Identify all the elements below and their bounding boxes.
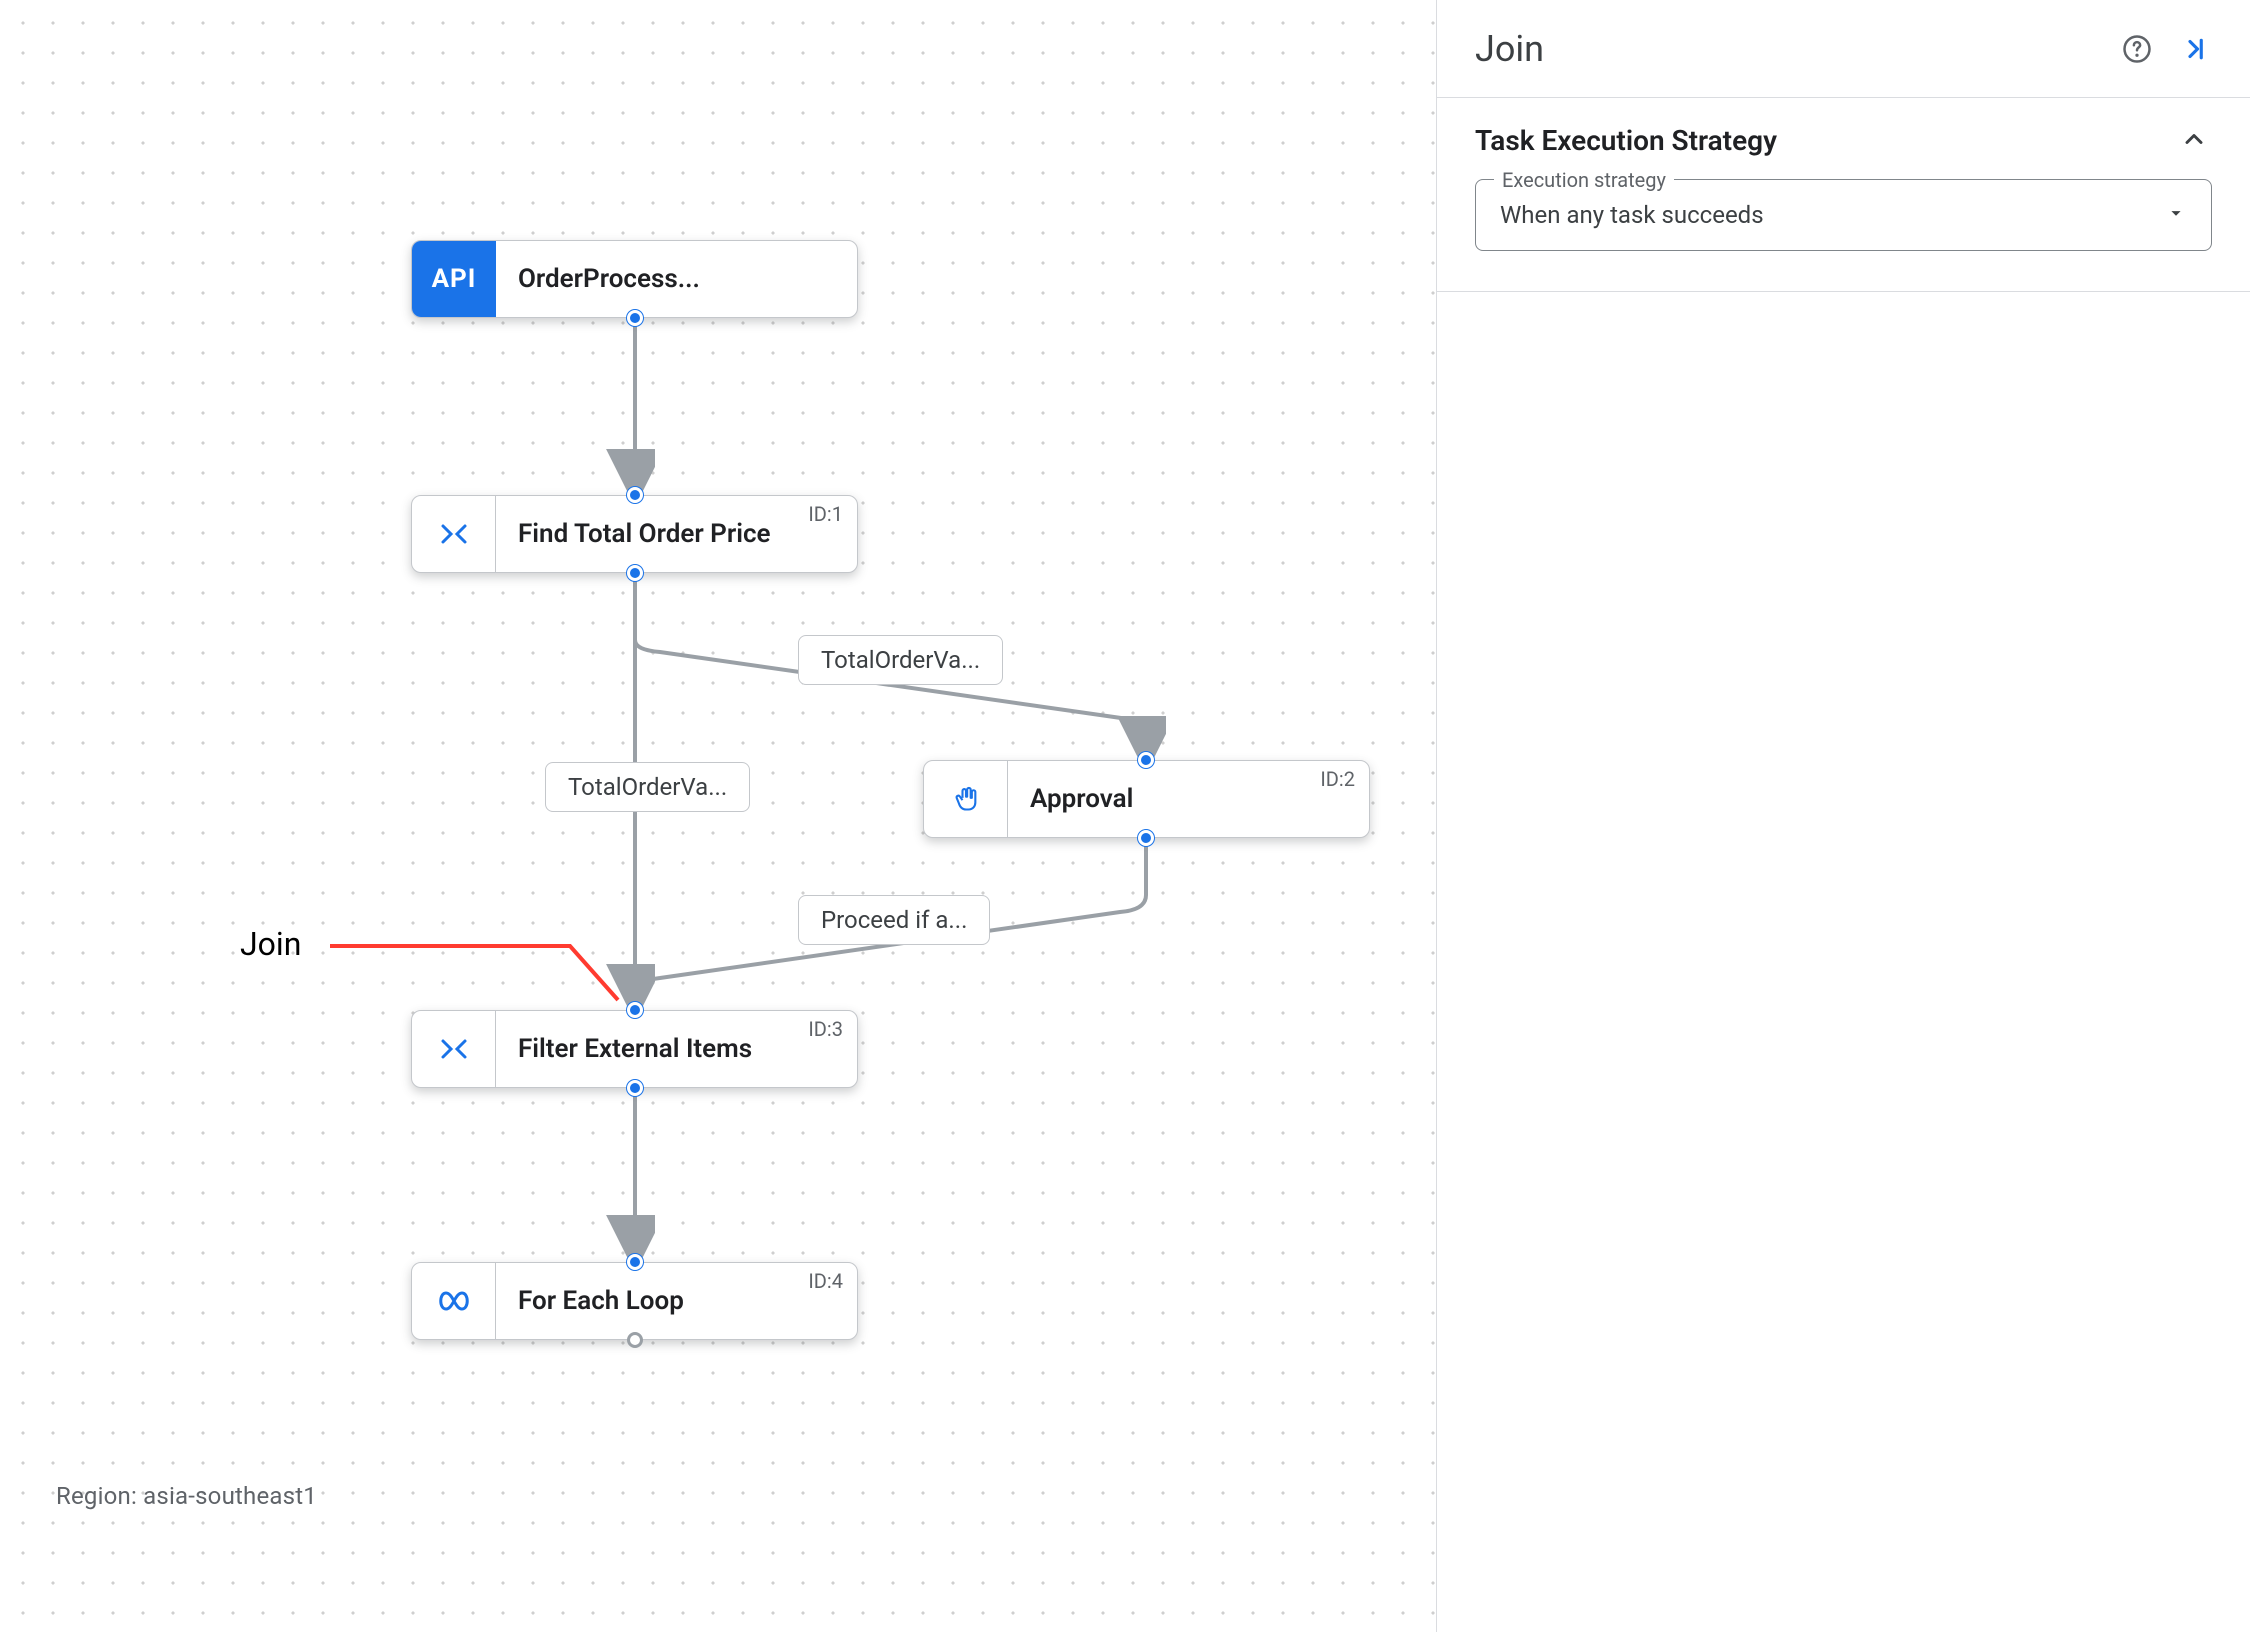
merge-icon: [412, 496, 496, 572]
edge-label-totalordervalue-2[interactable]: TotalOrderVa...: [545, 762, 750, 812]
chevron-up-icon: [2180, 125, 2212, 157]
node-id: ID:1: [808, 502, 843, 526]
node-label: Find Total Order Price: [496, 519, 857, 549]
loop-icon: [412, 1263, 496, 1339]
node-id: ID:4: [808, 1269, 843, 1293]
edge-label-proceed-if[interactable]: Proceed if a...: [798, 895, 990, 945]
hand-icon: [924, 761, 1008, 837]
annotation-join: Join: [240, 925, 301, 963]
node-label: For Each Loop: [496, 1286, 857, 1316]
node-id: ID:2: [1320, 767, 1355, 791]
panel-header: Join: [1437, 0, 2250, 98]
section-header[interactable]: Task Execution Strategy: [1475, 124, 2212, 157]
edge-label-totalordervalue-1[interactable]: TotalOrderVa...: [798, 635, 1003, 685]
port-out[interactable]: [627, 1080, 643, 1096]
select-value: When any task succeeds: [1500, 201, 2165, 229]
node-find-total-order-price[interactable]: Find Total Order Price ID:1: [411, 495, 858, 573]
port-out-hollow[interactable]: [627, 1332, 643, 1348]
node-filter-external-items[interactable]: Filter External Items ID:3: [411, 1010, 858, 1088]
api-icon: API: [412, 241, 496, 317]
node-label: Approval: [1008, 784, 1369, 814]
node-for-each-loop[interactable]: For Each Loop ID:4: [411, 1262, 858, 1340]
port-in[interactable]: [627, 1002, 643, 1018]
region-label: Region: asia-southeast1: [56, 1482, 317, 1510]
node-label: OrderProcess...: [496, 264, 857, 294]
port-out[interactable]: [627, 310, 643, 326]
node-id: ID:3: [808, 1017, 843, 1041]
port-out[interactable]: [627, 565, 643, 581]
node-start-api[interactable]: API OrderProcess...: [411, 240, 858, 318]
port-in[interactable]: [627, 487, 643, 503]
caret-down-icon: [2165, 202, 2187, 228]
execution-strategy-select[interactable]: Execution strategy When any task succeed…: [1475, 179, 2212, 251]
select-label: Execution strategy: [1494, 168, 1674, 192]
port-in[interactable]: [1138, 752, 1154, 768]
section-title: Task Execution Strategy: [1475, 124, 2180, 157]
flow-canvas[interactable]: API OrderProcess... Find Total Order Pri…: [0, 0, 1436, 1632]
panel-title: Join: [1475, 28, 2100, 70]
collapse-panel-icon[interactable]: [2174, 28, 2216, 70]
help-icon[interactable]: [2116, 28, 2158, 70]
node-approval[interactable]: Approval ID:2: [923, 760, 1370, 838]
port-in[interactable]: [627, 1254, 643, 1270]
side-panel: Join Task Execution Strategy Execution s…: [1436, 0, 2250, 1632]
port-out[interactable]: [1138, 830, 1154, 846]
merge-icon: [412, 1011, 496, 1087]
task-execution-strategy-section: Task Execution Strategy Execution strate…: [1437, 98, 2250, 292]
node-label: Filter External Items: [496, 1034, 857, 1064]
